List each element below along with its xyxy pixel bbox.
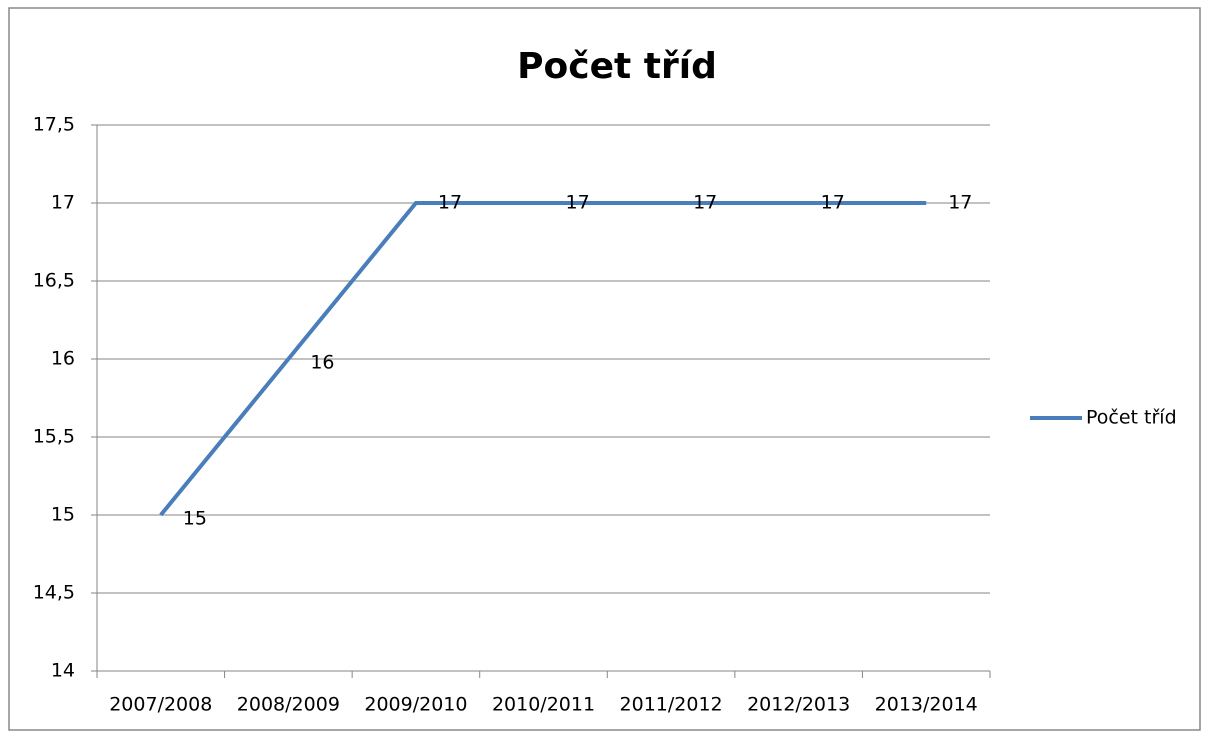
x-tick-label: 2012/2013 xyxy=(747,694,850,716)
x-tick-label: 2008/2009 xyxy=(237,694,340,716)
y-tick-label: 15,5 xyxy=(33,426,75,448)
data-label: 17 xyxy=(438,192,462,214)
data-label: 15 xyxy=(183,508,207,530)
y-tick-label: 16 xyxy=(51,348,75,370)
y-tick-label: 14 xyxy=(51,660,75,682)
y-tick-label: 17 xyxy=(51,192,75,214)
x-tick-label: 2010/2011 xyxy=(492,694,595,716)
y-tick-label: 15 xyxy=(51,504,75,526)
data-label: 17 xyxy=(693,192,717,214)
y-tick-label: 16,5 xyxy=(33,270,75,292)
series-line xyxy=(159,201,927,517)
y-tick-label: 14,5 xyxy=(33,582,75,604)
x-tick-label: 2011/2012 xyxy=(620,694,723,716)
data-label: 17 xyxy=(566,192,590,214)
data-label: 16 xyxy=(310,352,334,374)
x-tick-label: 2013/2014 xyxy=(875,694,978,716)
data-label: 17 xyxy=(948,192,972,214)
x-tick-label: 2007/2008 xyxy=(109,694,212,716)
x-tick-label: 2009/2010 xyxy=(364,694,467,716)
chart-title: Počet tříd xyxy=(517,46,717,87)
legend-label: Počet tříd xyxy=(1086,407,1177,429)
chart-border xyxy=(8,7,1201,731)
data-label: 17 xyxy=(821,192,845,214)
y-tick-label: 17,5 xyxy=(33,114,75,136)
